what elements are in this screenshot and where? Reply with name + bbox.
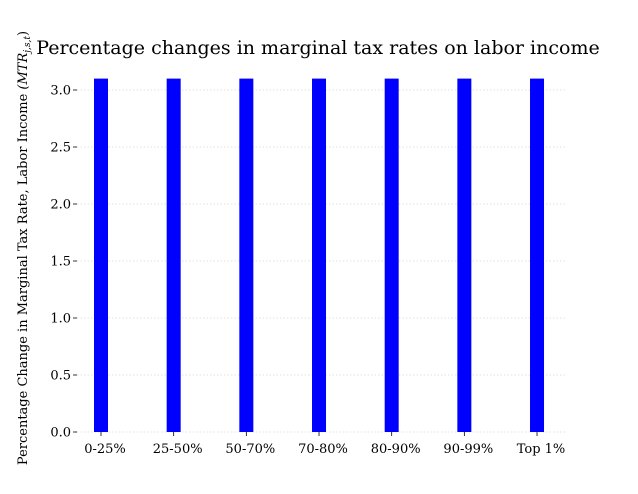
y-tick-label: 0.0 (50, 426, 71, 441)
x-tick-label: 50-70% (225, 442, 275, 457)
bar (166, 78, 181, 432)
y-tick-label: 0.5 (50, 369, 71, 384)
bar (239, 78, 254, 432)
y-tick-label: 1.5 (50, 255, 71, 270)
bars (94, 78, 545, 432)
y-axis: 0.0 0.5 1.0 1.5 2.0 2.5 3.0 (50, 84, 77, 441)
x-tick-label: 70-80% (298, 442, 348, 457)
x-tick-label: 80-90% (371, 442, 421, 457)
x-tick-label: 25-50% (153, 442, 203, 457)
y-axis-label-math-sub: j,s,t (23, 36, 33, 55)
bar (530, 78, 545, 432)
y-axis-label-math: (MTR (16, 53, 31, 90)
y-axis-label-text: Percentage Change in Marginal Tax Rate, … (16, 93, 31, 465)
x-tick-label: 90-99% (443, 442, 493, 457)
y-axis-label: Percentage Change in Marginal Tax Rate, … (16, 31, 33, 465)
bar (384, 78, 399, 432)
y-tick-label: 2.0 (50, 198, 71, 213)
bar (94, 78, 108, 432)
x-axis: 0-25% 25-50% 50-70% 70-80% 80-90% 90-99% Top 1… (84, 432, 565, 457)
y-axis-label-math-close: ) (16, 31, 31, 36)
bar (457, 78, 472, 432)
chart-title: Percentage changes in marginal tax rates… (36, 37, 599, 59)
bar (312, 78, 327, 432)
x-tick-label: Top 1% (517, 442, 566, 457)
y-tick-label: 1.0 (50, 312, 71, 327)
x-tick-label: 0-25% (84, 442, 126, 457)
y-tick-label: 3.0 (50, 84, 71, 99)
y-tick-label: 2.5 (50, 141, 71, 156)
